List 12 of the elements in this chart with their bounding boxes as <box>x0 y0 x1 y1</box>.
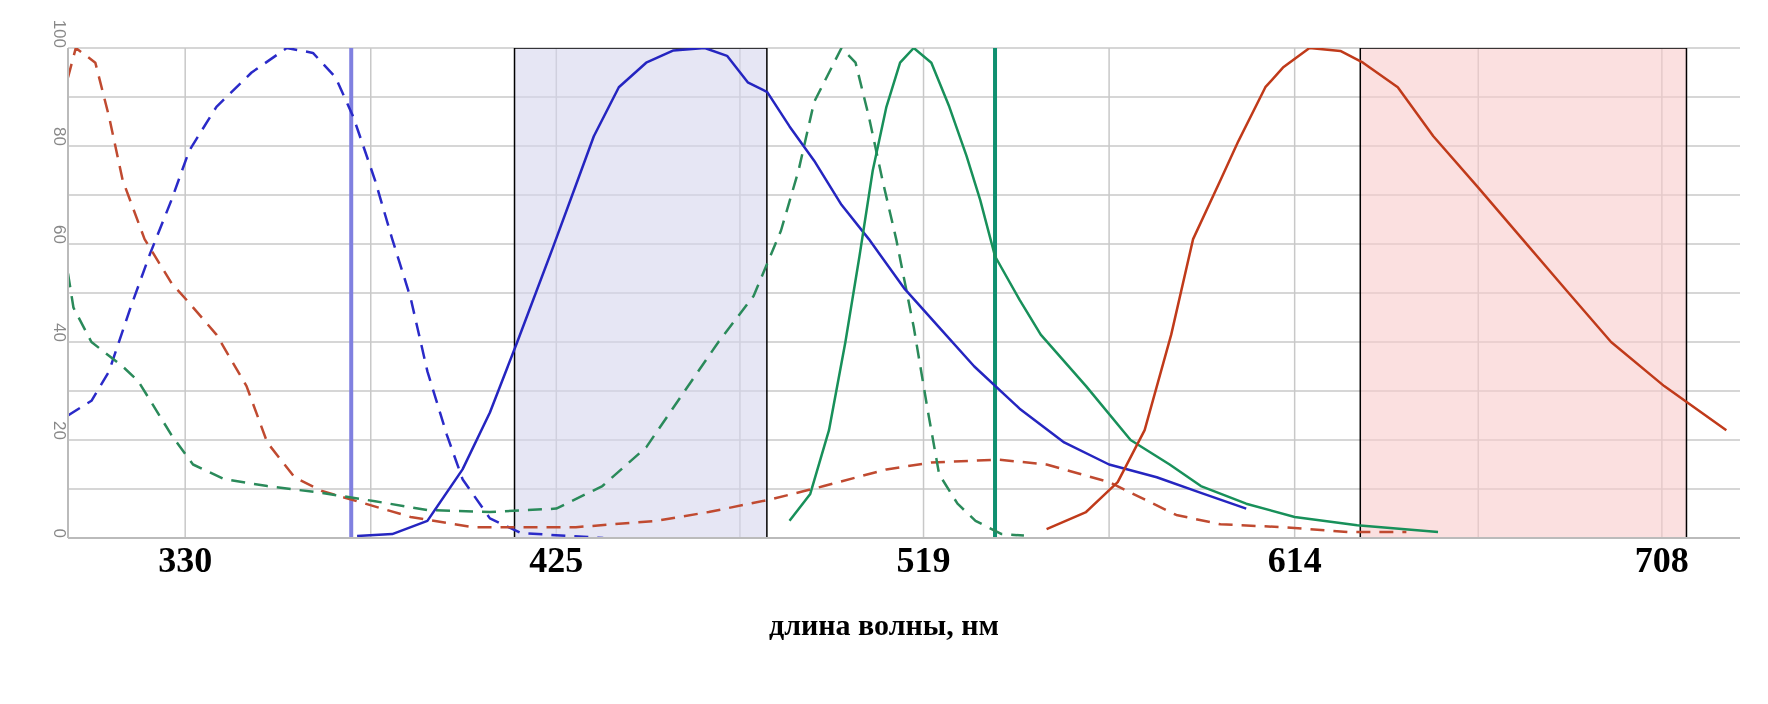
y-tick-label: 0 <box>49 528 69 538</box>
x-axis-title: длина волны, нм <box>768 608 1000 643</box>
x-tick-label: 614 <box>1267 539 1322 580</box>
x-tick-label: 425 <box>529 539 584 580</box>
x-tick-label: 708 <box>1634 539 1689 580</box>
y-tick-label: 20 <box>49 421 69 440</box>
y-tick-label: 60 <box>49 225 69 244</box>
x-tick-label: 519 <box>896 539 951 580</box>
y-tick-label: 40 <box>49 323 69 342</box>
y-tick-label: 100 <box>49 19 69 48</box>
y-tick-label: 80 <box>49 127 69 146</box>
x-tick-label: 330 <box>158 539 213 580</box>
